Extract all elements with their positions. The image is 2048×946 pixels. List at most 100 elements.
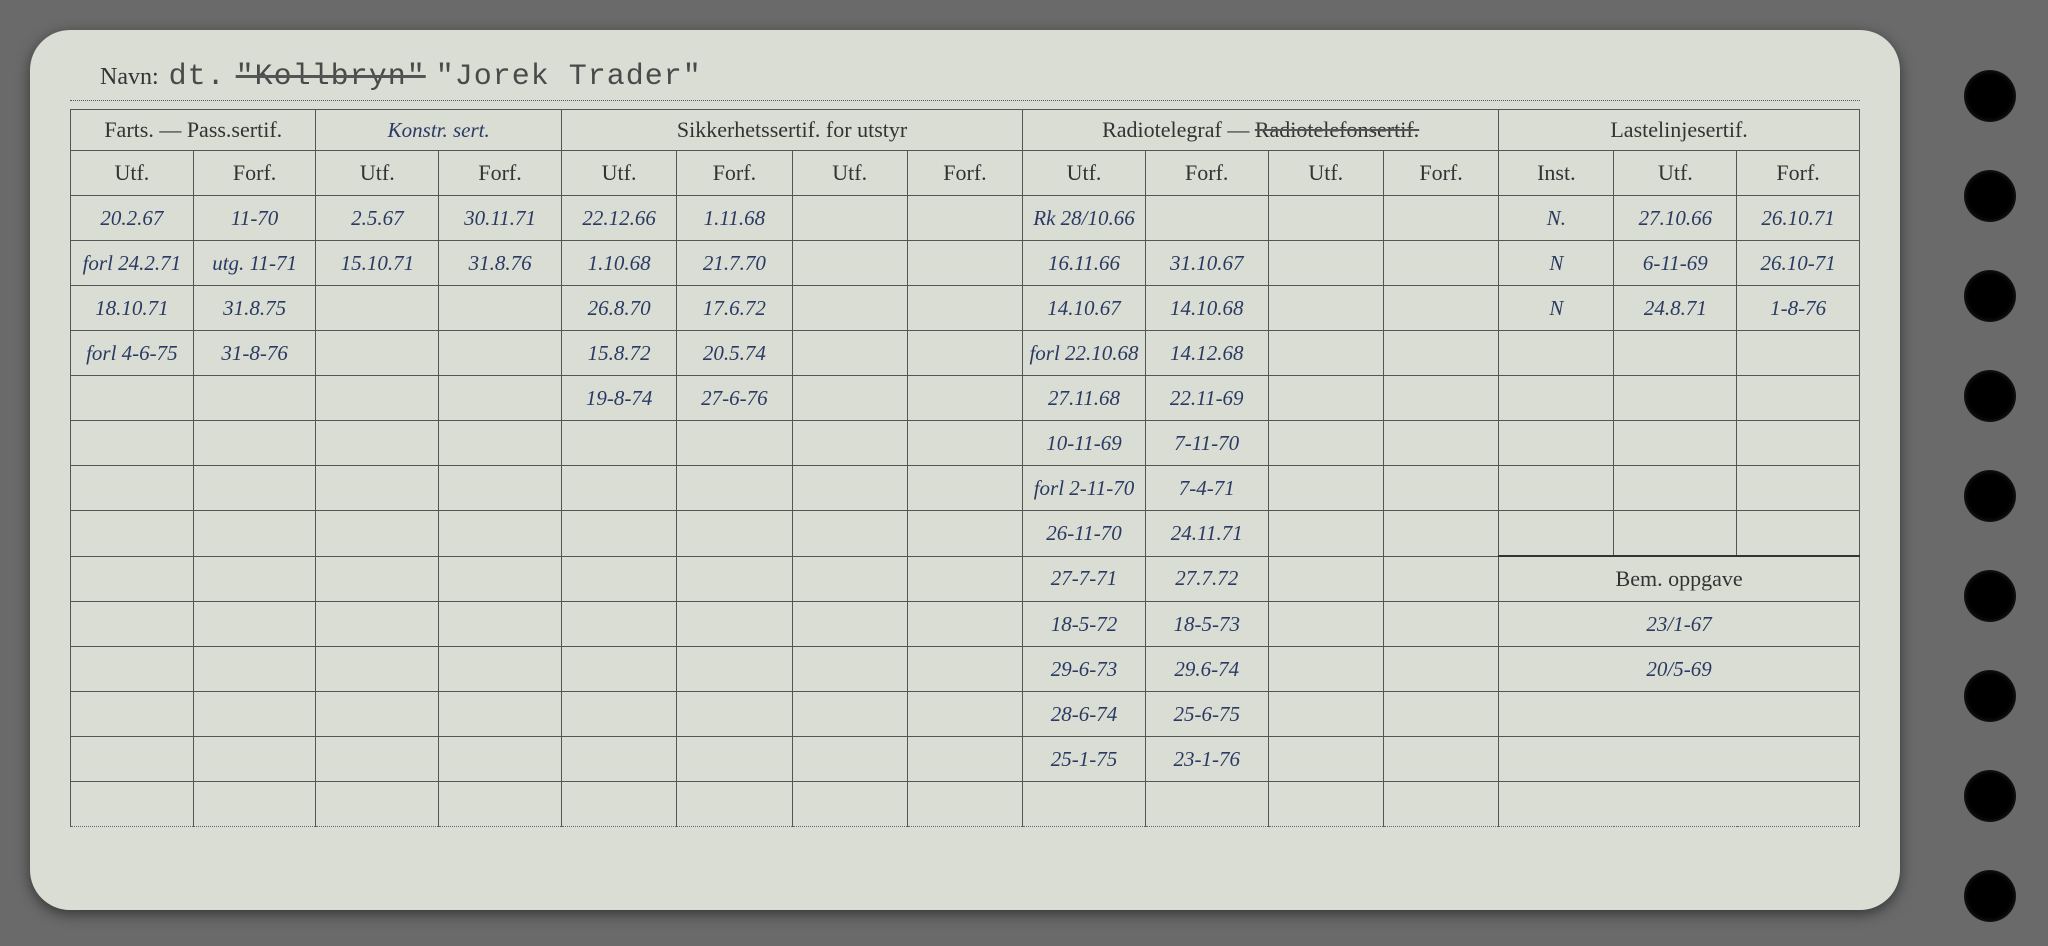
table-cell: [1383, 647, 1498, 692]
table-cell: [71, 737, 194, 782]
table-cell: [1383, 692, 1498, 737]
table-cell: [907, 602, 1022, 647]
table-cell: [792, 647, 907, 692]
table-row: 29-6-7329.6-74 20/5-69: [71, 647, 1860, 692]
cell-value: N: [1549, 296, 1563, 320]
cell-value: 26.8.70: [588, 296, 651, 320]
table-cell: [792, 286, 907, 331]
cell-value: 22.12.66: [582, 206, 656, 230]
table-cell: [1145, 196, 1268, 241]
table-cell: [1268, 647, 1383, 692]
table-cell: [907, 331, 1022, 376]
table-cell: [561, 782, 676, 827]
hole-icon: [1964, 870, 2016, 922]
cell-value: 20/5-69: [1646, 657, 1711, 681]
table-cell: [677, 421, 792, 466]
table-cell: [1614, 421, 1737, 466]
table-cell: [561, 511, 676, 557]
col-utf-4: Utf.: [792, 151, 907, 196]
table-cell: [907, 737, 1022, 782]
table-cell: [439, 286, 562, 331]
cell-value: 22.11-69: [1170, 386, 1244, 410]
table-cell: [1383, 737, 1498, 782]
cell-value: 27-7-71: [1051, 566, 1118, 590]
table-cell: [561, 602, 676, 647]
table-cell: 20.5.74: [677, 331, 792, 376]
group-konstr-label: Konstr. sert.: [388, 118, 490, 142]
table-cell: 11-70: [193, 196, 316, 241]
table-cell: [1383, 511, 1498, 557]
cell-value: 23-1-76: [1173, 747, 1240, 771]
bem-oppgave-cell: [1499, 782, 1860, 827]
table-cell: [1614, 331, 1737, 376]
cell-value: 26-11-70: [1046, 521, 1121, 545]
table-cell: 18.10.71: [71, 286, 194, 331]
table-cell: N.: [1499, 196, 1614, 241]
table-cell: [677, 511, 792, 557]
table-cell: [71, 421, 194, 466]
table-cell: 27.10.66: [1614, 196, 1737, 241]
cell-value: 14.12.68: [1170, 341, 1244, 365]
table-cell: 24.8.71: [1614, 286, 1737, 331]
name-label: Navn:: [100, 64, 159, 91]
table-cell: [71, 692, 194, 737]
table-cell: [792, 782, 907, 827]
table-cell: [1499, 421, 1614, 466]
table-cell: forl 22.10.68: [1023, 331, 1146, 376]
table-cell: 18-5-73: [1145, 602, 1268, 647]
table-cell: [439, 782, 562, 827]
table-cell: 26.10-71: [1737, 241, 1860, 286]
name-prefix: dt.: [169, 60, 226, 94]
table-cell: 31-8-76: [193, 331, 316, 376]
table-row: 19-8-7427-6-7627.11.6822.11-69: [71, 376, 1860, 421]
table-cell: 2.5.67: [316, 196, 439, 241]
table-cell: 10-11-69: [1023, 421, 1146, 466]
cell-value: 26.10-71: [1760, 251, 1835, 275]
table-cell: 19-8-74: [561, 376, 676, 421]
cell-value: 25-1-75: [1051, 747, 1118, 771]
table-cell: [907, 692, 1022, 737]
col-forf-3: Forf.: [677, 151, 792, 196]
bem-oppgave-cell: 20/5-69: [1499, 647, 1860, 692]
table-row: 27-7-7127.7.72Bem. oppgave: [71, 556, 1860, 602]
table-cell: 14.10.67: [1023, 286, 1146, 331]
table-cell: [907, 466, 1022, 511]
table-cell: 30.11.71: [439, 196, 562, 241]
cell-value: 27.11.68: [1048, 386, 1120, 410]
table-cell: [1383, 286, 1498, 331]
table-row: forl 2-11-707-4-71: [71, 466, 1860, 511]
table-cell: 29.6-74: [1145, 647, 1268, 692]
table-cell: [677, 692, 792, 737]
table-cell: 1.11.68: [677, 196, 792, 241]
table-cell: [71, 647, 194, 692]
table-cell: [439, 602, 562, 647]
table-row: 28-6-7425-6-75: [71, 692, 1860, 737]
table-cell: forl 24.2.71: [71, 241, 194, 286]
cell-value: utg. 11-71: [212, 251, 297, 275]
cell-value: 31.8.76: [469, 251, 532, 275]
cell-value: 18.10.71: [95, 296, 169, 320]
table-cell: [561, 556, 676, 602]
table-cell: [439, 737, 562, 782]
table-cell: [792, 737, 907, 782]
table-cell: 27.11.68: [1023, 376, 1146, 421]
table-cell: 24.11.71: [1145, 511, 1268, 557]
table-cell: [1383, 376, 1498, 421]
table-cell: [907, 241, 1022, 286]
cell-value: 20.2.67: [100, 206, 163, 230]
table-cell: [1268, 196, 1383, 241]
table-cell: 29-6-73: [1023, 647, 1146, 692]
table-cell: [561, 421, 676, 466]
table-cell: 27-7-71: [1023, 556, 1146, 602]
table-cell: 7-4-71: [1145, 466, 1268, 511]
table-cell: [1268, 782, 1383, 827]
table-cell: [316, 376, 439, 421]
table-cell: [677, 466, 792, 511]
table-cell: [439, 466, 562, 511]
certificate-table: Farts. — Pass.sertif. Konstr. sert. Sikk…: [70, 109, 1860, 827]
table-cell: 31.8.76: [439, 241, 562, 286]
table-cell: [907, 421, 1022, 466]
table-cell: [71, 556, 194, 602]
table-cell: [561, 466, 676, 511]
table-cell: [71, 466, 194, 511]
